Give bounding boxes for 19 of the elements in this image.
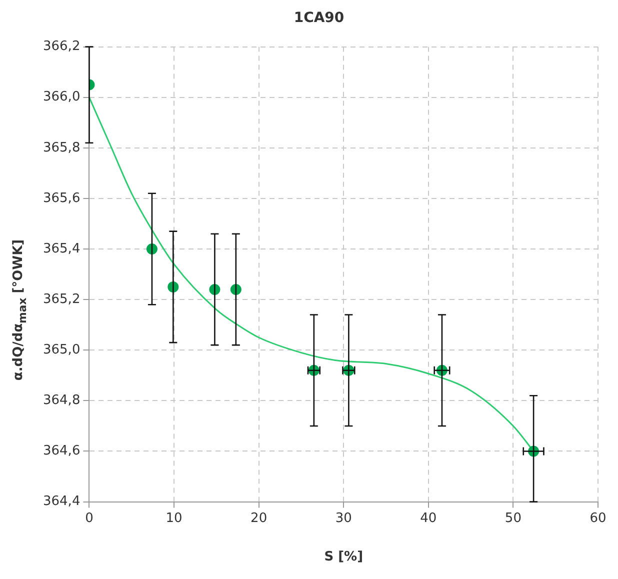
x-tick-label: 0 xyxy=(85,510,94,526)
chart-title: 1CA90 xyxy=(294,10,344,26)
y-tick-label: 364,4 xyxy=(43,494,80,510)
y-tick-label: 365,0 xyxy=(43,342,80,358)
y-tick-label: 366,0 xyxy=(43,90,80,105)
x-tick-label: 50 xyxy=(504,510,522,526)
y-tick-label: 365,8 xyxy=(43,140,80,156)
y-tick-label: 365,2 xyxy=(43,292,80,307)
y-tick-label: 365,6 xyxy=(43,190,80,206)
y-tick-label: 366,2 xyxy=(43,39,80,54)
x-tick-label: 60 xyxy=(590,510,606,526)
x-tick-label: 30 xyxy=(335,510,352,526)
x-axis-title: S [%] xyxy=(324,550,364,565)
y-tick-label: 365,4 xyxy=(43,241,80,256)
x-tick-label: 10 xyxy=(166,510,182,526)
x-tick-label: 20 xyxy=(250,510,268,526)
y-tick-label: 364,6 xyxy=(43,444,80,459)
y-tick-label: 364,8 xyxy=(43,393,80,408)
x-tick-label: 40 xyxy=(420,510,437,526)
